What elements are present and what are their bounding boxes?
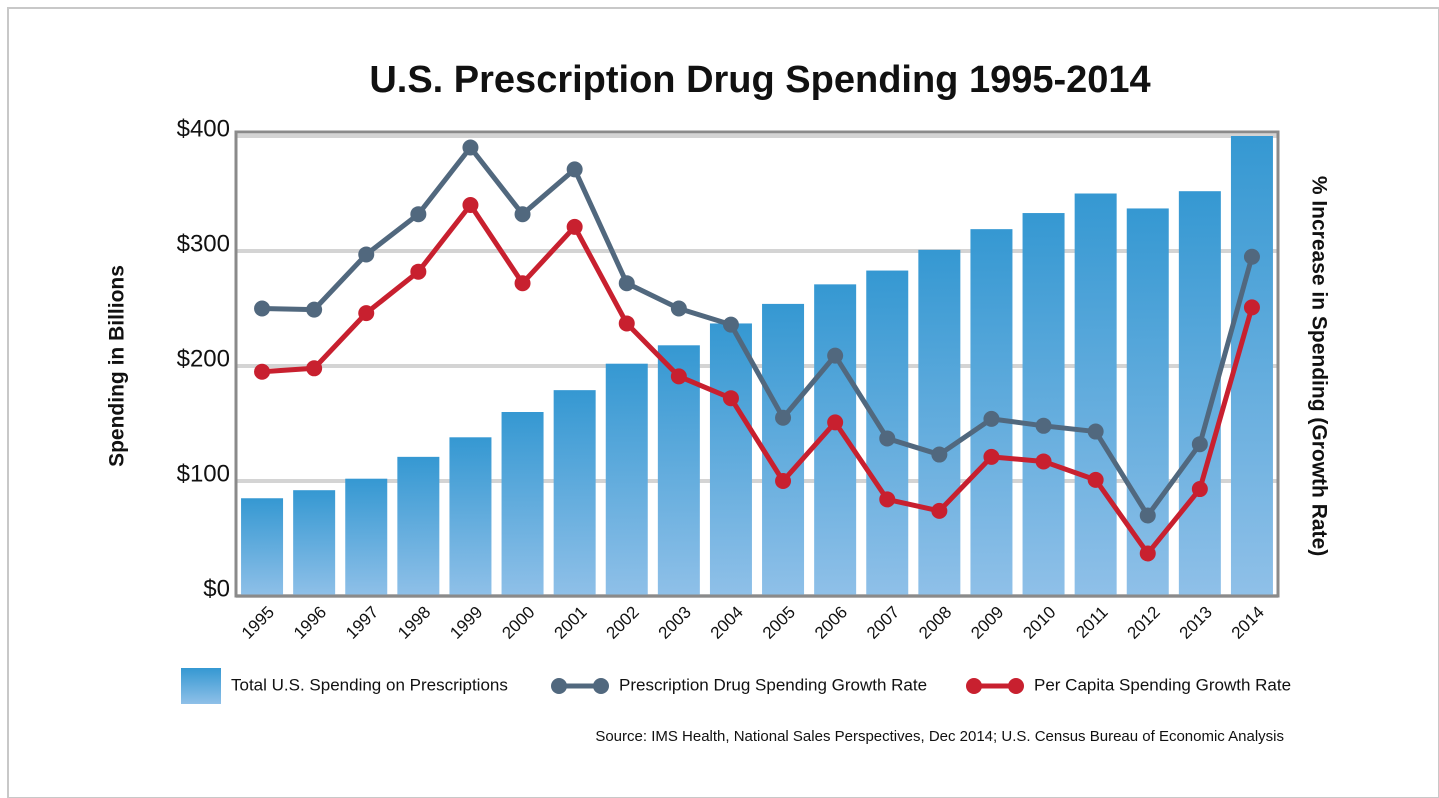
point xyxy=(983,410,1000,427)
bar xyxy=(449,437,492,596)
point xyxy=(566,161,583,178)
point xyxy=(879,491,896,508)
bar xyxy=(241,498,284,596)
legend-label: Total U.S. Spending on Prescriptions xyxy=(231,675,508,694)
legend-dot xyxy=(1008,678,1024,694)
point xyxy=(254,363,271,380)
point xyxy=(1035,453,1052,470)
point xyxy=(1087,471,1104,488)
point xyxy=(775,409,792,426)
legend-swatch xyxy=(181,668,221,704)
bar xyxy=(553,390,596,596)
point xyxy=(1191,436,1208,453)
point xyxy=(670,368,687,385)
bar xyxy=(345,478,388,596)
point xyxy=(1139,507,1156,524)
y2-axis-label: % Increase in Spending (Growth Rate) xyxy=(1307,176,1330,556)
bar xyxy=(918,249,961,596)
point xyxy=(931,502,948,519)
bar xyxy=(709,323,752,596)
chart-title: U.S. Prescription Drug Spending 1995-201… xyxy=(369,59,1150,101)
bar xyxy=(293,490,336,596)
plot-frame xyxy=(234,130,1280,598)
point xyxy=(410,263,427,280)
legend-dot xyxy=(593,678,609,694)
point xyxy=(462,139,479,156)
point xyxy=(618,315,635,332)
y-tick-label: $100 xyxy=(177,460,230,487)
point xyxy=(618,275,635,292)
y-tick-label: $300 xyxy=(177,230,230,257)
y-tick-label: $200 xyxy=(177,345,230,372)
point xyxy=(670,300,687,317)
line xyxy=(261,202,1255,556)
legend-dot xyxy=(966,678,982,694)
y-tick-label: $400 xyxy=(177,115,230,142)
point xyxy=(306,360,323,377)
point xyxy=(358,246,375,263)
bar xyxy=(762,303,805,596)
point xyxy=(1139,545,1156,562)
point xyxy=(514,275,531,292)
point xyxy=(1243,248,1260,265)
point xyxy=(1087,423,1104,440)
point xyxy=(775,473,792,489)
point xyxy=(931,446,948,463)
point xyxy=(306,301,323,318)
point xyxy=(462,197,479,213)
point xyxy=(358,305,375,322)
bar xyxy=(657,345,700,596)
point xyxy=(1191,481,1208,498)
point xyxy=(1243,299,1260,316)
bar xyxy=(1074,193,1117,596)
point xyxy=(410,206,427,223)
y-tick-label: $0 xyxy=(203,575,230,602)
point xyxy=(983,448,1000,465)
legend-label: Prescription Drug Spending Growth Rate xyxy=(619,675,927,694)
bar xyxy=(397,456,440,596)
point xyxy=(827,414,844,431)
point xyxy=(722,316,739,333)
legend-label: Per Capita Spending Growth Rate xyxy=(1034,675,1291,694)
legend-dot xyxy=(551,678,567,694)
point xyxy=(722,390,739,407)
point xyxy=(254,300,271,317)
point xyxy=(566,218,583,235)
point xyxy=(879,430,896,447)
bar xyxy=(501,412,544,596)
bar xyxy=(605,363,648,596)
point xyxy=(514,206,531,223)
point xyxy=(1035,417,1052,434)
line xyxy=(261,145,1255,518)
source: Source: IMS Health, National Sales Persp… xyxy=(595,728,1284,745)
y-axis-label: Spending in Billions xyxy=(106,265,129,467)
point xyxy=(827,347,844,364)
bar xyxy=(1230,136,1273,596)
bar xyxy=(1022,213,1065,597)
